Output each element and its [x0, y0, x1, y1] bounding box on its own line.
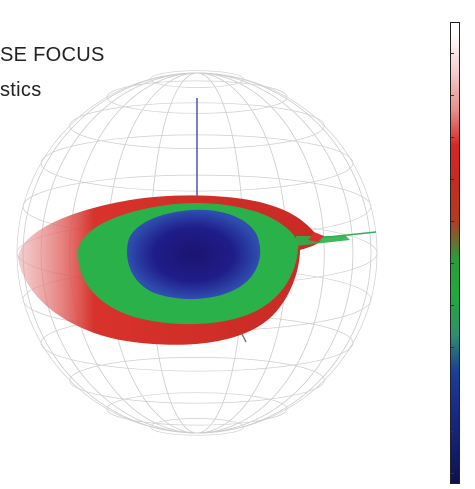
blue-lobe	[127, 209, 261, 300]
scale-tick	[451, 263, 454, 264]
pattern-title-line-2: stics	[0, 79, 42, 101]
scale-tick	[451, 137, 454, 138]
color-scale-gradient	[451, 33, 459, 483]
scale-tick	[451, 473, 454, 474]
red-tip	[308, 232, 324, 242]
green-spike	[296, 236, 350, 246]
main-lobe	[18, 195, 350, 345]
scale-tick	[451, 221, 454, 222]
parallel-line	[69, 357, 325, 404]
parallel-line	[150, 70, 244, 88]
scale-tick	[451, 431, 454, 432]
parallel-line	[106, 392, 288, 426]
scale-tick	[451, 389, 454, 390]
color-scale-bar	[450, 22, 460, 484]
parallel-line	[150, 418, 244, 436]
scale-tick	[451, 95, 454, 96]
scale-tick	[451, 179, 454, 180]
scale-tick	[451, 53, 454, 54]
scale-tick	[451, 347, 454, 348]
scale-tick	[451, 305, 454, 306]
pattern-title-line-1: SE FOCUS	[0, 44, 105, 66]
